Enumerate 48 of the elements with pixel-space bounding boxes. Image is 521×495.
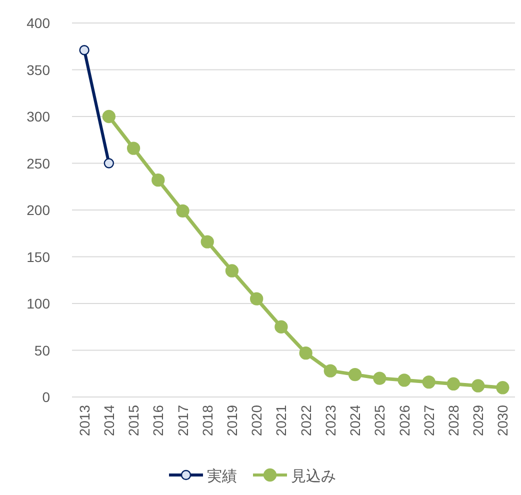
x-tick-label: 2028	[445, 404, 462, 436]
point	[348, 368, 362, 382]
x-tick-label: 2020	[248, 404, 265, 436]
x-tick-label: 2029	[470, 404, 486, 436]
y-tick-label: 400	[26, 15, 50, 31]
point	[496, 381, 510, 394]
x-tick-label: 2017	[174, 404, 191, 436]
point	[373, 372, 386, 385]
point	[446, 377, 460, 391]
point	[104, 158, 114, 168]
x-tick-label: 2014	[100, 404, 117, 436]
point	[79, 45, 90, 56]
point	[102, 110, 116, 124]
y-tick-label: 200	[26, 202, 50, 218]
legend-label: 実績	[207, 468, 237, 485]
point	[274, 320, 288, 334]
x-tick-label: 2019	[224, 404, 240, 436]
point	[422, 375, 436, 389]
legend-label: 見込み	[291, 468, 336, 485]
y-tick-label: 250	[26, 155, 50, 172]
point	[250, 292, 264, 306]
x-tick-label: 2013	[76, 404, 92, 436]
x-tick-label: 2021	[273, 404, 290, 436]
point	[152, 173, 165, 187]
point	[200, 235, 214, 248]
y-tick-label: 100	[26, 296, 50, 312]
x-tick-label: 2030	[494, 404, 511, 436]
point	[225, 264, 239, 278]
point	[324, 364, 338, 378]
y-tick-label: 350	[26, 62, 50, 78]
point	[471, 379, 485, 392]
y-tick-label: 150	[26, 248, 50, 265]
x-tick-label: 2018	[199, 404, 216, 436]
y-tick-label: 0	[42, 389, 50, 405]
y-tick-label: 300	[26, 108, 50, 124]
x-tick-label: 2024	[347, 404, 364, 436]
x-tick-label: 2023	[322, 404, 338, 436]
x-tick-label: 2015	[126, 404, 142, 436]
point	[398, 374, 411, 387]
point	[299, 346, 312, 360]
x-tick-label: 2027	[420, 404, 437, 436]
y-tick-label: 50	[34, 342, 50, 358]
point	[176, 204, 190, 218]
x-tick-label: 2026	[396, 404, 412, 436]
point	[126, 142, 140, 155]
x-tick-label: 2025	[372, 404, 388, 436]
x-tick-label: 2016	[150, 404, 166, 436]
x-tick-label: 2022	[298, 404, 314, 436]
